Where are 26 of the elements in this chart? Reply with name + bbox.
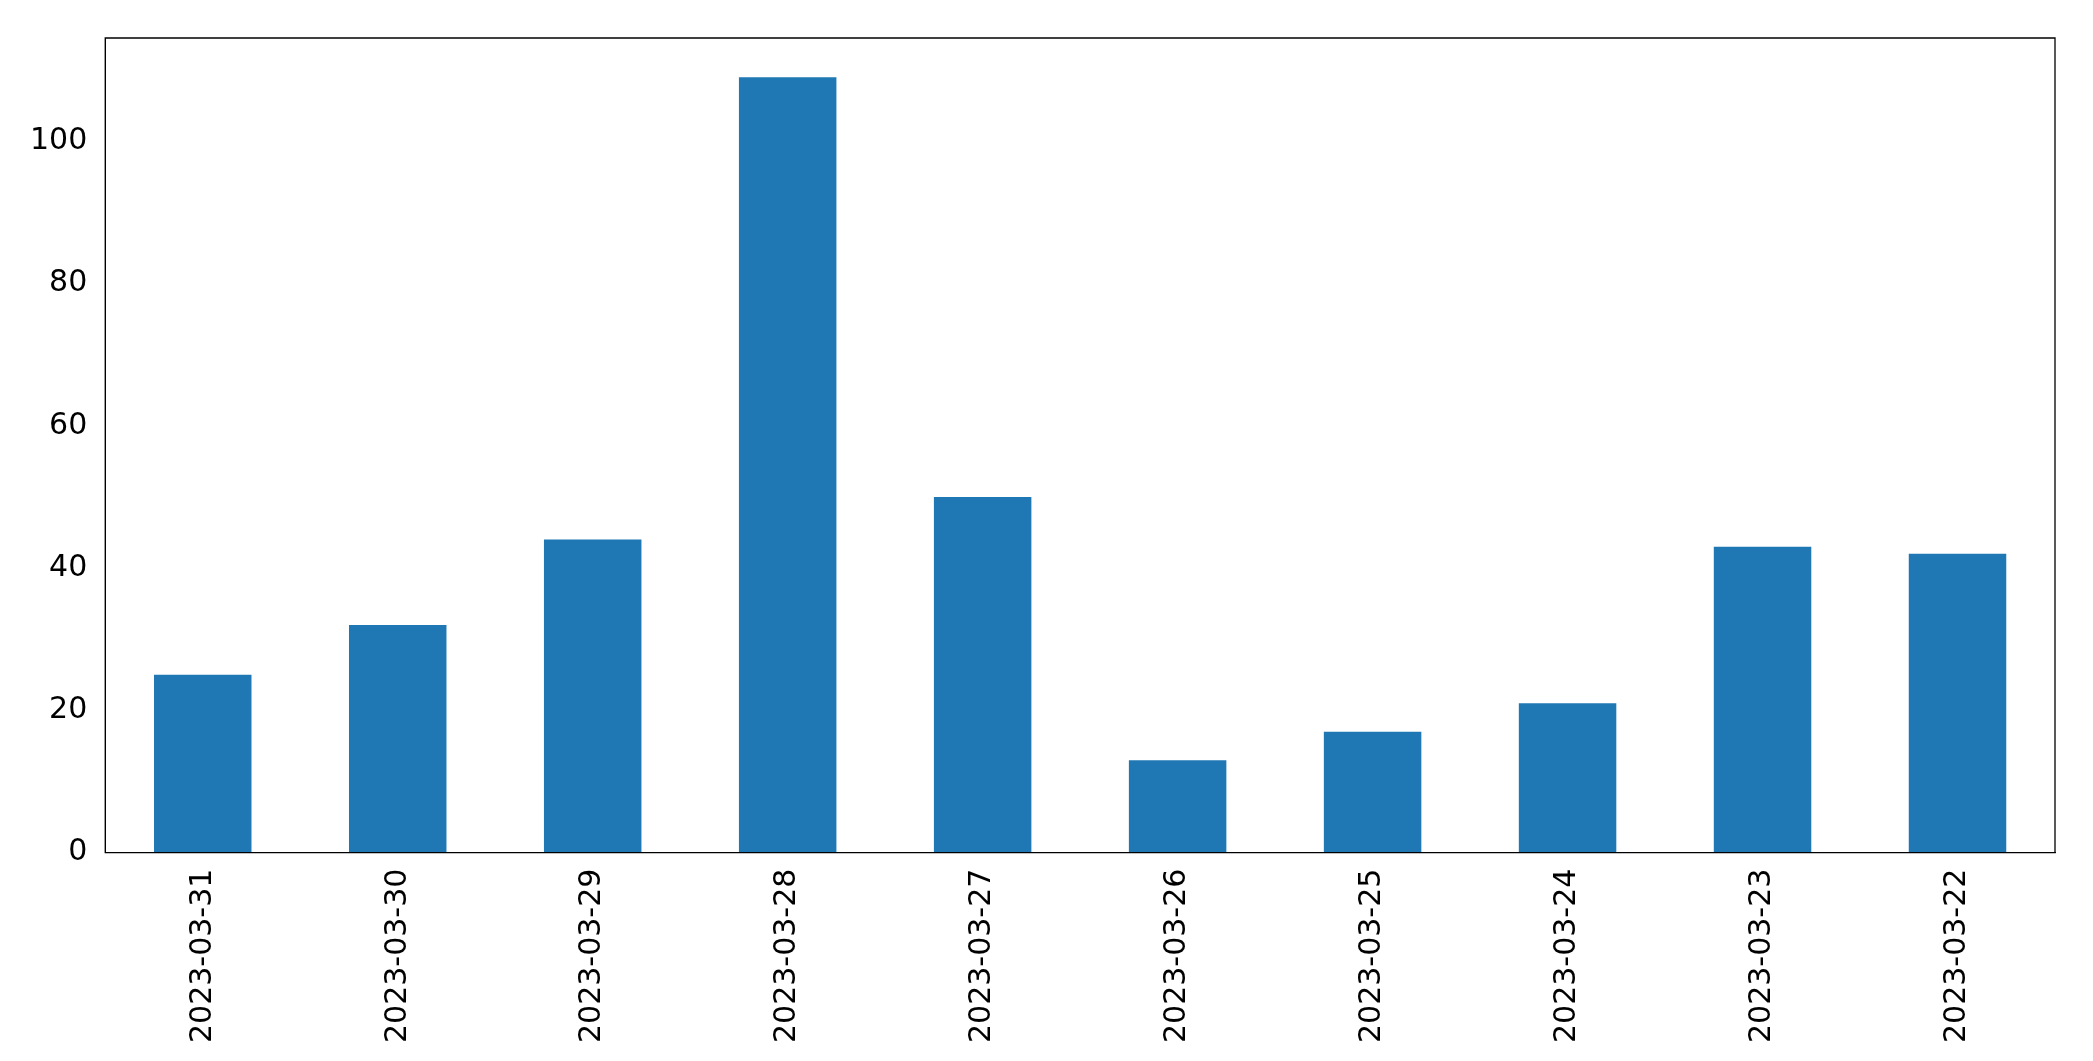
- x-tick-label: 2023-03-30: [377, 868, 413, 1044]
- bar: [738, 77, 837, 853]
- bar: [1323, 731, 1422, 853]
- bar: [933, 496, 1032, 853]
- x-tick-label: 2023-03-25: [1352, 868, 1388, 1044]
- x-tick-label: 2023-03-22: [1937, 868, 1973, 1044]
- x-tick-label: 2023-03-28: [767, 868, 803, 1044]
- y-tick-label: 60: [49, 405, 88, 441]
- bar: [1128, 760, 1227, 853]
- bar: [348, 624, 447, 853]
- y-tick-label: 100: [30, 120, 88, 156]
- x-tick-label: 2023-03-31: [182, 868, 218, 1044]
- x-tick-label: 2023-03-29: [572, 868, 608, 1044]
- y-tick-label: 80: [49, 263, 88, 299]
- bar: [1908, 553, 2007, 853]
- bar: [543, 539, 642, 853]
- x-tick-label: 2023-03-24: [1547, 868, 1583, 1044]
- bar: [1518, 703, 1617, 853]
- y-tick-label: 40: [49, 547, 88, 583]
- y-tick-label: 0: [68, 832, 88, 868]
- x-tick-label: 2023-03-23: [1742, 868, 1778, 1044]
- bar: [154, 674, 252, 853]
- bar: [1713, 546, 1812, 853]
- y-tick-label: 20: [49, 690, 88, 726]
- x-tick-label: 2023-03-26: [1157, 868, 1193, 1044]
- x-tick-label: 2023-03-27: [962, 868, 998, 1044]
